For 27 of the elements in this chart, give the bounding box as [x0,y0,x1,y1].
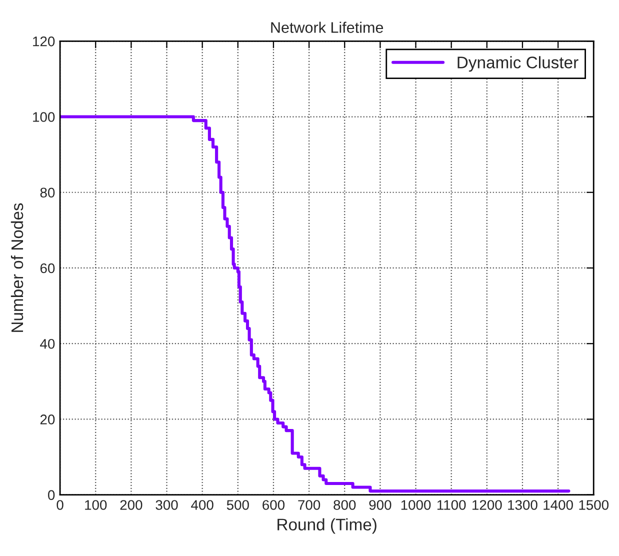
x-tick-label: 1100 [437,500,466,510]
chart-title: Network Lifetime [271,22,384,33]
y-axis-title: Number of Nodes [10,203,24,332]
x-tick-label: 1200 [472,500,502,510]
x-tick-label: 300 [156,500,178,510]
x-tick-label: 100 [85,500,107,510]
x-axis-title: Round (Time) [278,518,376,534]
y-tick-label: 20 [40,414,55,424]
x-tick-label: 1400 [544,500,573,510]
y-tick-label: 0 [48,490,55,500]
legend-label: Dynamic Cluster [458,56,578,72]
x-tick-label: 400 [191,500,214,510]
x-tick-label: 800 [334,500,356,510]
y-tick-label: 40 [40,338,55,349]
x-tick-label: 1000 [401,500,431,510]
y-tick-label: 100 [33,112,55,122]
x-tick-label: 600 [262,500,285,510]
y-tick-label: 80 [40,188,55,198]
y-tick-label: 120 [33,36,55,46]
x-tick-label: 500 [226,500,249,510]
x-tick-label: 1500 [579,500,609,510]
x-tick-label: 0 [56,500,64,510]
x-tick-label: 1300 [508,500,538,510]
x-tick-label: 900 [369,500,392,510]
y-tick-label: 60 [40,263,55,274]
x-tick-label: 200 [120,500,142,510]
x-tick-label: 700 [298,500,320,510]
